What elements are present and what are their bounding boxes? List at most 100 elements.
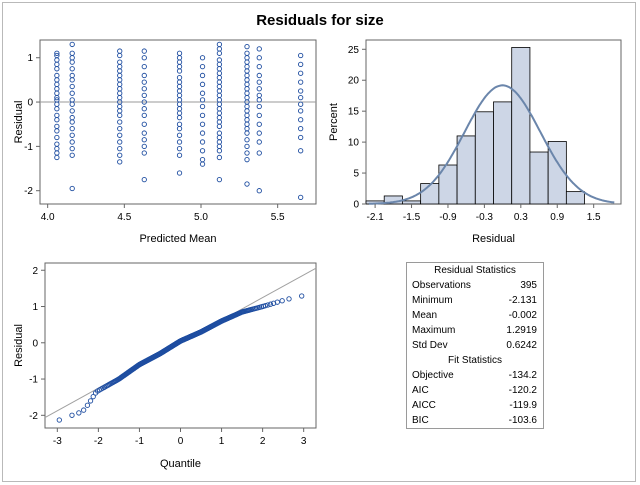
residual-point [176, 63, 183, 70]
histogram-bar [420, 183, 440, 205]
residual-point [69, 77, 75, 83]
residual-point [69, 125, 75, 132]
residual-point [256, 72, 262, 79]
stats-row: AICC -119.9 [407, 398, 543, 413]
residual-point [69, 90, 75, 96]
residual-point [117, 77, 123, 83]
residual-point [176, 59, 183, 65]
qq-point [274, 299, 280, 305]
residual-point [216, 130, 223, 136]
residual-point [117, 48, 123, 54]
stats-value: -2.131 [508, 295, 537, 306]
residual-point [216, 70, 223, 76]
x-tick-label: -2 [94, 436, 103, 447]
residual-point [141, 137, 147, 143]
stats-row: Maximum 1.2919 [407, 323, 543, 338]
residual-point [256, 86, 262, 92]
residual-point [216, 46, 223, 52]
residual-point [216, 139, 223, 145]
histogram-bar [493, 101, 513, 205]
residual-point [244, 143, 250, 150]
residual-point [69, 185, 75, 192]
stats-row: Observations 395 [407, 278, 543, 293]
residual-point [141, 99, 147, 105]
residual-point [117, 125, 123, 132]
residual-point [69, 152, 75, 158]
residual-point [141, 79, 147, 85]
residual-point [216, 148, 223, 154]
residual-point [244, 157, 250, 163]
stats-value: 1.2919 [506, 325, 537, 336]
figure-title: Residuals for size [256, 12, 384, 29]
residual-point [244, 77, 250, 83]
x-tick-label: -0.9 [439, 212, 457, 223]
y-axis-label: Residual [13, 101, 25, 144]
residual-point [256, 139, 262, 145]
residual-point [216, 88, 223, 94]
residual-point [176, 68, 183, 74]
residual-point [298, 101, 304, 107]
stats-value: 395 [520, 280, 537, 291]
residual-point [54, 106, 60, 112]
y-tick-label: 5 [353, 169, 359, 180]
residual-point [244, 86, 250, 92]
residual-point [216, 41, 223, 48]
residual-point [176, 145, 183, 152]
stats-value: -119.9 [509, 400, 537, 411]
x-tick-label: 0.9 [550, 212, 564, 223]
residual-point [176, 121, 183, 127]
residual-point [199, 121, 206, 127]
stats-label: Std Dev [412, 340, 448, 351]
normal-density-curve [368, 84, 615, 205]
y-tick-label: -2 [24, 186, 33, 197]
residual-point [199, 63, 206, 70]
residual-point [256, 112, 262, 119]
residual-point [256, 79, 262, 85]
residual-point [256, 92, 262, 99]
residual-point [69, 132, 75, 138]
residual-point [216, 75, 223, 81]
residual-point [176, 132, 183, 138]
residual-point [117, 68, 123, 74]
histogram-bar [511, 47, 531, 205]
residual-point [216, 106, 223, 112]
residual-point [244, 50, 250, 56]
residual-point [69, 50, 75, 56]
x-tick-label: -1.5 [403, 212, 421, 223]
residual-point [54, 57, 60, 63]
residual-point [176, 114, 183, 121]
residual-point [298, 79, 304, 85]
stats-row: Mean -0.002 [407, 308, 543, 323]
residual-point [117, 94, 123, 101]
stats-label: Observations [412, 280, 471, 291]
residual-point [141, 112, 147, 119]
residual-point [244, 43, 250, 50]
residual-point [176, 97, 183, 103]
residual-point [69, 108, 75, 114]
stats-label: Minimum [412, 295, 453, 306]
residual-point [54, 117, 60, 123]
qq-point [84, 402, 91, 408]
residual-point [117, 119, 123, 125]
residual-vs-predicted-axes [39, 39, 317, 205]
y-tick-label: 1 [32, 302, 38, 313]
residual-point [244, 112, 250, 119]
residual-point [199, 161, 206, 167]
residual-point [69, 55, 75, 61]
residual-point [298, 125, 304, 132]
x-tick-label: 1.5 [587, 212, 601, 223]
residual-point [244, 63, 250, 70]
residual-point [176, 83, 183, 90]
residual-point [141, 86, 147, 92]
residual-point [216, 66, 223, 72]
stats-row: BIC -103.6 [407, 413, 543, 428]
residual-point [298, 52, 304, 59]
stats-label: Mean [412, 310, 438, 321]
residual-point [117, 81, 123, 87]
histogram-bar [565, 191, 585, 205]
residual-point [117, 108, 123, 114]
x-tick-label: 5.0 [194, 212, 208, 223]
residual-point [176, 88, 183, 94]
residual-point [216, 123, 223, 130]
